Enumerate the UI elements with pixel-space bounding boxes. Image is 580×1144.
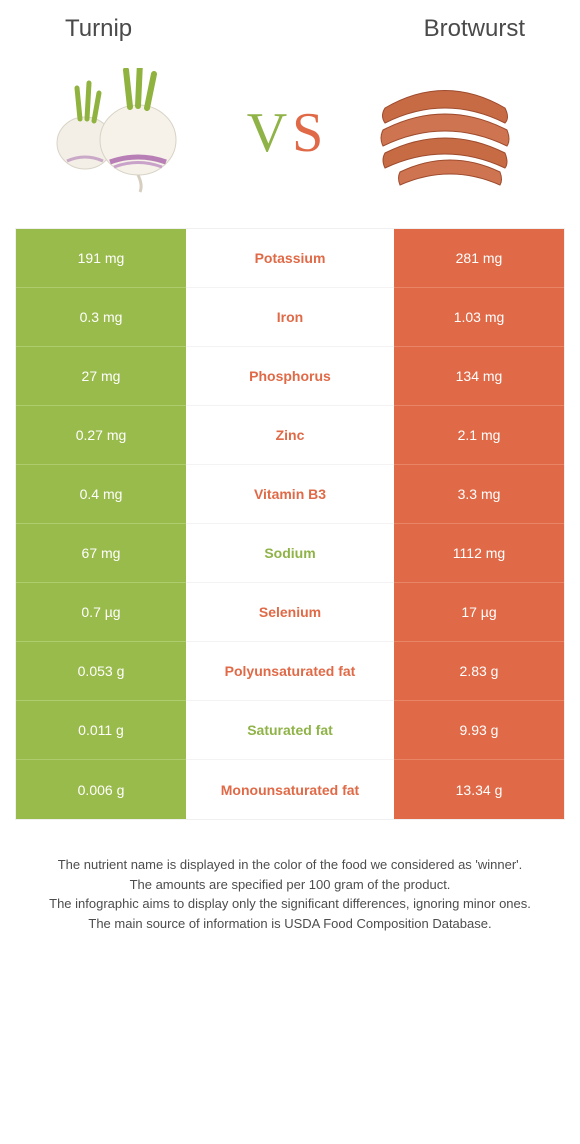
value-b: 2.1 mg xyxy=(394,406,564,465)
footer-line-1: The nutrient name is displayed in the co… xyxy=(45,855,535,875)
nutrient-label: Selenium xyxy=(186,583,394,642)
nutrient-label: Saturated fat xyxy=(186,701,394,760)
vs-s: S xyxy=(292,102,328,164)
footer-line-4: The main source of information is USDA F… xyxy=(45,914,535,934)
vs-v: V xyxy=(247,102,292,164)
value-b: 1112 mg xyxy=(394,524,564,583)
value-b: 281 mg xyxy=(394,229,564,288)
value-b: 3.3 mg xyxy=(394,465,564,524)
table-row: 0.27 mgZinc2.1 mg xyxy=(16,406,564,465)
value-a: 67 mg xyxy=(16,524,186,583)
nutrient-label: Zinc xyxy=(186,406,394,465)
value-a: 0.7 µg xyxy=(16,583,186,642)
nutrient-label: Vitamin B3 xyxy=(186,465,394,524)
table-row: 0.4 mgVitamin B33.3 mg xyxy=(16,465,564,524)
nutrient-label: Sodium xyxy=(186,524,394,583)
nutrient-label: Polyunsaturated fat xyxy=(186,642,394,701)
turnip-image xyxy=(40,68,220,198)
footer-notes: The nutrient name is displayed in the co… xyxy=(15,820,565,933)
table-row: 0.7 µgSelenium17 µg xyxy=(16,583,564,642)
nutrient-label: Potassium xyxy=(186,229,394,288)
value-a: 191 mg xyxy=(16,229,186,288)
vs-label: VS xyxy=(247,101,329,165)
nutrient-label: Iron xyxy=(186,288,394,347)
footer-line-3: The infographic aims to display only the… xyxy=(45,894,535,914)
table-row: 0.011 gSaturated fat9.93 g xyxy=(16,701,564,760)
brotwurst-image xyxy=(355,68,535,198)
nutrient-table: 191 mgPotassium281 mg0.3 mgIron1.03 mg27… xyxy=(15,228,565,820)
nutrient-label: Monounsaturated fat xyxy=(186,760,394,819)
table-row: 0.3 mgIron1.03 mg xyxy=(16,288,564,347)
footer-line-2: The amounts are specified per 100 gram o… xyxy=(45,875,535,895)
value-a: 0.3 mg xyxy=(16,288,186,347)
table-row: 0.006 gMonounsaturated fat13.34 g xyxy=(16,760,564,819)
table-row: 27 mgPhosphorus134 mg xyxy=(16,347,564,406)
table-row: 67 mgSodium1112 mg xyxy=(16,524,564,583)
value-b: 134 mg xyxy=(394,347,564,406)
table-row: 191 mgPotassium281 mg xyxy=(16,229,564,288)
value-b: 17 µg xyxy=(394,583,564,642)
value-a: 0.27 mg xyxy=(16,406,186,465)
nutrient-label: Phosphorus xyxy=(186,347,394,406)
hero-row: VS xyxy=(15,53,565,228)
value-a: 0.4 mg xyxy=(16,465,186,524)
value-a: 27 mg xyxy=(16,347,186,406)
food-a-title: Turnip xyxy=(65,15,132,43)
value-b: 1.03 mg xyxy=(394,288,564,347)
food-b-title: Brotwurst xyxy=(424,15,525,43)
value-a: 0.053 g xyxy=(16,642,186,701)
value-b: 13.34 g xyxy=(394,760,564,819)
value-b: 9.93 g xyxy=(394,701,564,760)
value-a: 0.011 g xyxy=(16,701,186,760)
title-row: Turnip Brotwurst xyxy=(15,15,565,53)
table-row: 0.053 gPolyunsaturated fat2.83 g xyxy=(16,642,564,701)
value-a: 0.006 g xyxy=(16,760,186,819)
value-b: 2.83 g xyxy=(394,642,564,701)
